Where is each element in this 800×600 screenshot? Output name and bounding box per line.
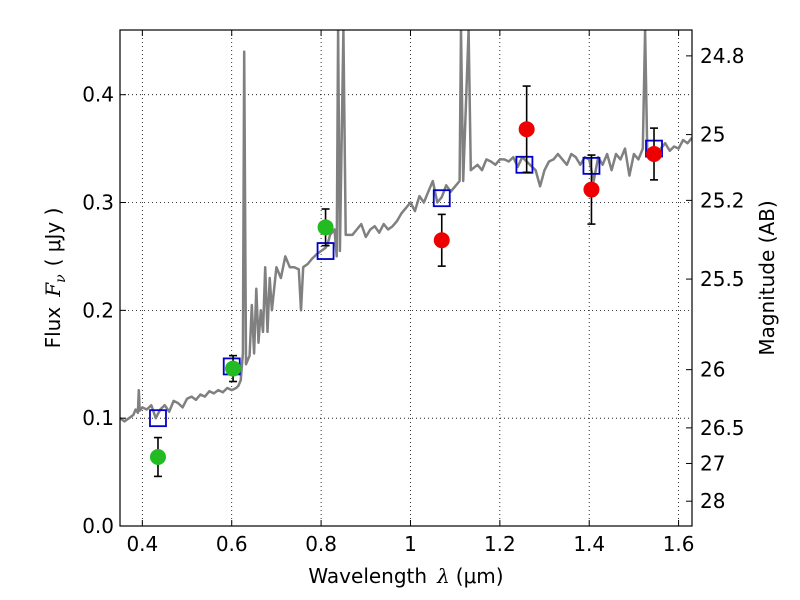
right-tick-label: 25.2 — [700, 188, 745, 212]
right-tick-label: 27 — [700, 451, 725, 475]
y-tick-label: 0.3 — [82, 191, 114, 215]
x-tick-label: 1.6 — [663, 532, 695, 556]
observed-point — [317, 219, 334, 236]
y-axis-title: FluxFν( μJy ) — [41, 208, 69, 349]
x-tick-label: 0.4 — [126, 532, 158, 556]
y-tick-label: 0.0 — [82, 514, 114, 538]
spectrum-line — [120, 30, 692, 423]
x-tick-label: 1.2 — [484, 532, 516, 556]
observed-point — [225, 360, 242, 377]
right-tick-label: 26 — [700, 358, 725, 382]
x-tick-label: 0.6 — [216, 532, 248, 556]
plot-data — [120, 30, 692, 478]
plot-frame — [119, 29, 693, 527]
x-tick-label: 1.4 — [573, 532, 605, 556]
y-tick-label: 0.4 — [82, 83, 114, 107]
observed-point — [646, 146, 663, 162]
x-tick-label: 0.8 — [305, 532, 337, 556]
right-tick-label: 25.5 — [700, 267, 745, 291]
right-tick-label: 26.5 — [700, 416, 745, 440]
right-tick-label: 28 — [700, 489, 725, 513]
observed-point — [149, 448, 166, 465]
observed-point — [518, 121, 535, 138]
ticks: 0.4 0.6 0.8 1 1.2 1.4 1.6 0.0 0.1 0.2 0.3 0.4 24.8 25… — [82, 30, 745, 556]
y-tick-label: 0.1 — [82, 406, 114, 430]
x-axis-title: Wavelength λ (μm) — [308, 564, 503, 588]
model-square-point — [432, 189, 451, 208]
x-tick-label: 1 — [404, 532, 417, 556]
observed-point — [433, 232, 450, 249]
model-square-point — [149, 409, 167, 428]
y-tick-label: 0.2 — [82, 298, 114, 322]
right-axis-title: Magnitude (AB) — [755, 200, 779, 355]
right-tick-label: 25 — [700, 123, 725, 147]
right-tick-label: 24.8 — [700, 44, 745, 68]
observed-point — [583, 181, 600, 198]
